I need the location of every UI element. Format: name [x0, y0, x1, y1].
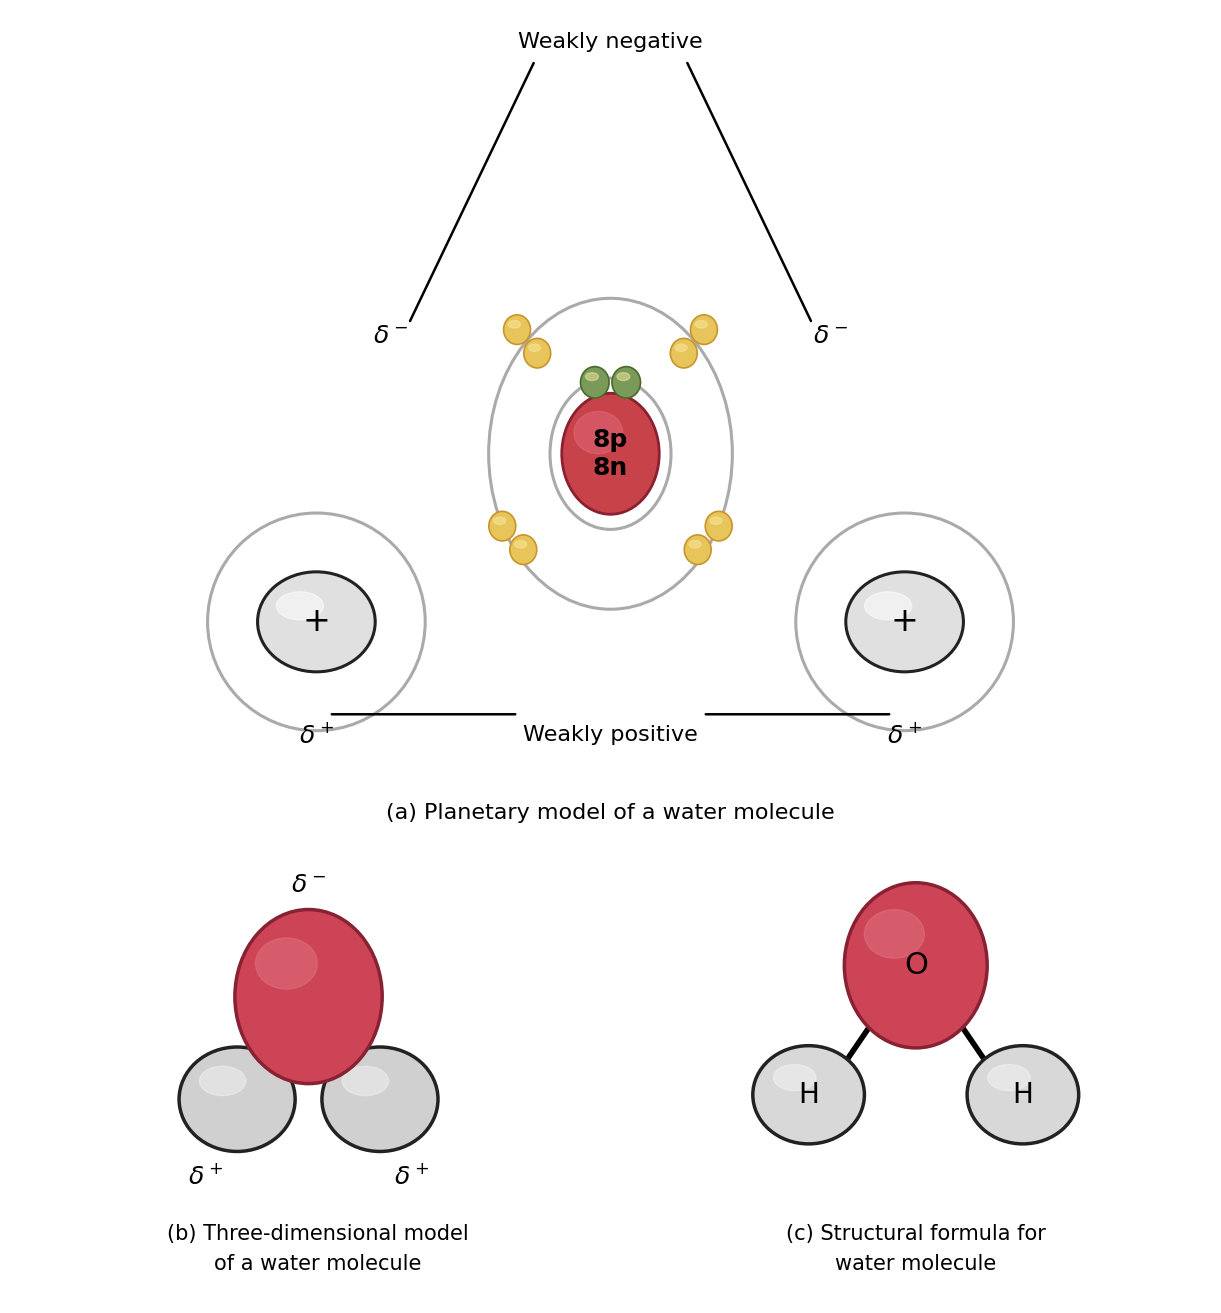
Text: +: +: [890, 605, 918, 638]
Ellipse shape: [670, 339, 697, 368]
Ellipse shape: [574, 411, 623, 454]
Ellipse shape: [179, 1046, 295, 1152]
Ellipse shape: [276, 592, 324, 620]
Ellipse shape: [562, 394, 659, 515]
Ellipse shape: [695, 320, 707, 328]
Ellipse shape: [322, 1046, 438, 1152]
Text: Weakly positive: Weakly positive: [523, 725, 698, 746]
Ellipse shape: [234, 910, 382, 1083]
Ellipse shape: [845, 882, 987, 1048]
Ellipse shape: [988, 1065, 1031, 1091]
Text: $\boldsymbol{\delta^-}$: $\boldsymbol{\delta^-}$: [372, 324, 408, 348]
Ellipse shape: [586, 373, 598, 381]
Text: $\boldsymbol{\delta^+}$: $\boldsymbol{\delta^+}$: [188, 1163, 223, 1188]
Text: 8p
8n: 8p 8n: [593, 428, 628, 479]
Text: +: +: [303, 605, 331, 638]
Text: $\boldsymbol{\delta^+}$: $\boldsymbol{\delta^+}$: [886, 722, 922, 748]
Ellipse shape: [503, 315, 530, 344]
Ellipse shape: [342, 1066, 388, 1095]
Text: H: H: [799, 1081, 819, 1108]
Ellipse shape: [706, 511, 733, 541]
Text: Weakly negative: Weakly negative: [518, 32, 703, 53]
Ellipse shape: [773, 1065, 816, 1091]
Ellipse shape: [612, 366, 641, 398]
Ellipse shape: [753, 1045, 864, 1144]
Ellipse shape: [864, 910, 924, 958]
Ellipse shape: [258, 572, 375, 672]
Text: $\boldsymbol{\delta^-}$: $\boldsymbol{\delta^-}$: [813, 324, 849, 348]
Ellipse shape: [675, 344, 687, 352]
Ellipse shape: [529, 344, 541, 352]
Text: (a) Planetary model of a water molecule: (a) Planetary model of a water molecule: [386, 804, 835, 823]
Ellipse shape: [524, 339, 551, 368]
Text: $\boldsymbol{\delta^+}$: $\boldsymbol{\delta^+}$: [299, 722, 335, 748]
Ellipse shape: [709, 517, 722, 524]
Ellipse shape: [488, 511, 515, 541]
Text: (c) Structural formula for
water molecule: (c) Structural formula for water molecul…: [786, 1224, 1045, 1274]
Ellipse shape: [514, 541, 526, 548]
Text: O: O: [904, 951, 928, 979]
Ellipse shape: [967, 1045, 1078, 1144]
Ellipse shape: [846, 572, 963, 672]
Text: $\boldsymbol{\delta^-}$: $\boldsymbol{\delta^-}$: [291, 873, 326, 897]
Ellipse shape: [691, 315, 718, 344]
Ellipse shape: [689, 541, 701, 548]
Text: (b) Three-dimensional model
of a water molecule: (b) Three-dimensional model of a water m…: [166, 1224, 469, 1274]
Text: $\boldsymbol{\delta^+}$: $\boldsymbol{\delta^+}$: [393, 1163, 429, 1188]
Ellipse shape: [510, 534, 537, 565]
Ellipse shape: [493, 517, 505, 524]
Ellipse shape: [617, 373, 630, 381]
Ellipse shape: [508, 320, 520, 328]
Ellipse shape: [580, 366, 609, 398]
Ellipse shape: [255, 937, 317, 989]
Ellipse shape: [864, 592, 912, 620]
Text: H: H: [1012, 1081, 1033, 1108]
Ellipse shape: [684, 534, 711, 565]
Ellipse shape: [199, 1066, 245, 1095]
